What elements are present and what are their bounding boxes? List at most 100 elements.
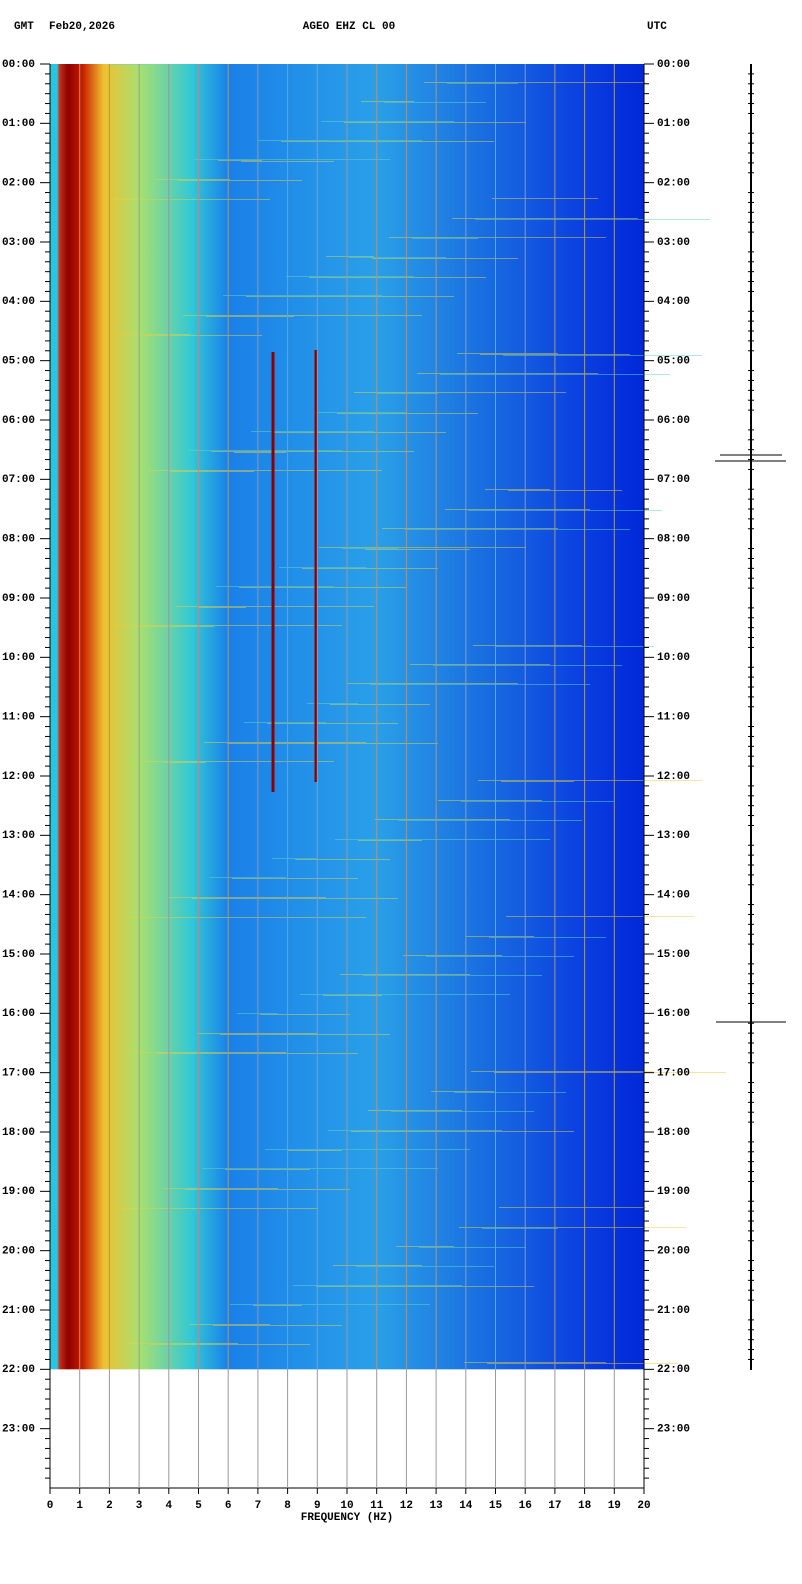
spectrogram-streak	[358, 840, 422, 841]
spectrogram-streak	[314, 412, 406, 413]
spectrogram-streak	[363, 975, 542, 976]
spectrogram-streak	[115, 199, 270, 200]
y-tick-label: 20:00	[2, 1246, 35, 1258]
spectrogram-streak	[309, 277, 486, 278]
spectrogram-streak	[155, 179, 230, 180]
spectrogram-streak	[326, 256, 374, 257]
spectrogram-streak	[464, 1362, 606, 1363]
spectrogram-streak	[337, 413, 478, 414]
y-tick-label: 09:00	[657, 593, 690, 605]
spectrogram-streak	[185, 1189, 350, 1190]
spectrogram-streak	[307, 703, 358, 704]
y-tick-label: 18:00	[657, 1127, 690, 1139]
y-tick-label: 15:00	[657, 949, 690, 961]
spectrogram-streak	[246, 296, 454, 297]
spectrogram-streak	[475, 219, 710, 220]
y-tick-label: 05:00	[2, 356, 35, 368]
spectrogram-streak	[370, 684, 590, 685]
y-tick-label: 01:00	[2, 118, 35, 130]
spectrogram-streak	[503, 355, 702, 356]
x-tick-label: 13	[429, 1500, 443, 1512]
x-tick-label: 15	[489, 1500, 503, 1512]
spectrogram-streak	[300, 994, 510, 995]
x-tick-label: 0	[47, 1500, 54, 1512]
spectrogram-streak	[120, 334, 190, 335]
y-tick-label: 08:00	[657, 534, 690, 546]
chart-title: AGEO EHZ CL 00	[303, 21, 395, 33]
x-tick-label: 11	[370, 1500, 384, 1512]
y-tick-label: 00:00	[2, 59, 35, 71]
y-tick-label: 21:00	[657, 1305, 690, 1317]
spectrogram-streak	[494, 1072, 726, 1073]
y-tick-label: 07:00	[657, 474, 690, 486]
spectrogram-streak	[122, 1208, 318, 1209]
spectrogram-streak	[143, 335, 262, 336]
spectrogram-streak	[335, 839, 550, 840]
spectrogram-streak	[204, 742, 366, 743]
spectrogram-streak	[426, 956, 574, 957]
spectrogram-streak	[192, 898, 398, 899]
spectrogram-streak	[351, 1131, 574, 1132]
spectrogram-streak	[457, 353, 558, 354]
y-tick-label: 22:00	[657, 1364, 690, 1376]
y-tick-label: 06:00	[2, 415, 35, 427]
x-tick-label: 19	[608, 1500, 621, 1512]
x-tick-label: 12	[400, 1500, 413, 1512]
spectrogram-streak	[396, 1246, 454, 1247]
y-tick-label: 18:00	[2, 1127, 35, 1139]
y-tick-label: 13:00	[657, 830, 690, 842]
spectrogram-streak	[499, 1207, 646, 1208]
spectrogram-streak	[251, 431, 374, 432]
spectrogram-streak	[424, 82, 646, 83]
y-tick-label: 19:00	[2, 1186, 35, 1198]
spectrogram-streak	[377, 393, 438, 394]
y-tick-label: 14:00	[657, 890, 690, 902]
x-tick-label: 3	[136, 1500, 143, 1512]
spectrogram-streak	[344, 122, 526, 123]
spectrogram-streak	[288, 1150, 342, 1151]
spectrogram-streak	[162, 1188, 278, 1189]
spectrogram-streak	[279, 567, 366, 568]
x-tick-label: 7	[255, 1500, 262, 1512]
y-tick-label: 12:00	[657, 771, 690, 783]
spectrogram-streak	[482, 1228, 558, 1229]
x-tick-label: 5	[195, 1500, 202, 1512]
spectrogram-streak	[129, 917, 366, 918]
spectrogram-streak	[466, 936, 534, 937]
spectrogram-streak	[508, 490, 622, 491]
spectrogram-streak	[473, 645, 582, 646]
x-tick-label: 4	[165, 1500, 172, 1512]
spectrogram-streak	[265, 1149, 470, 1150]
spectrogram-streak	[110, 64, 150, 65]
spectrogram-streak	[206, 316, 294, 317]
spectrogram-streak	[253, 1305, 302, 1306]
spectrogram-streak	[178, 180, 302, 181]
spectrogram-streak	[419, 1247, 526, 1248]
y-tick-label: 00:00	[657, 59, 690, 71]
x-tick-label: 1	[76, 1500, 83, 1512]
y-tick-label: 07:00	[2, 474, 35, 486]
spectrogram-streak	[492, 198, 598, 199]
spectrogram-streak	[218, 160, 262, 161]
spectrogram-streak	[136, 626, 214, 627]
y-tick-label: 22:00	[2, 1364, 35, 1376]
spectrogram-streak	[375, 819, 510, 820]
spectrogram-streak	[202, 1168, 438, 1169]
spectrogram-streak	[389, 237, 606, 238]
spectrogram-streak	[445, 509, 590, 510]
y-tick-label: 16:00	[657, 1008, 690, 1020]
spectrogram-streak	[405, 529, 630, 530]
spectrogram-streak	[452, 218, 638, 219]
spectrogram-streak	[340, 974, 470, 975]
spectrogram-streak	[225, 1169, 310, 1170]
spectrogram-streak	[496, 646, 654, 647]
spectrogram-streak	[239, 587, 406, 588]
spectrogram-streak	[365, 549, 470, 550]
spectrogram-streak	[127, 1343, 238, 1344]
spectrogram-streak	[150, 1344, 310, 1345]
spectrogram-streak	[230, 1304, 430, 1305]
spectrogram-streak	[281, 141, 494, 142]
spectrogram-streak	[447, 83, 518, 84]
spectrogram-streak	[286, 276, 414, 277]
